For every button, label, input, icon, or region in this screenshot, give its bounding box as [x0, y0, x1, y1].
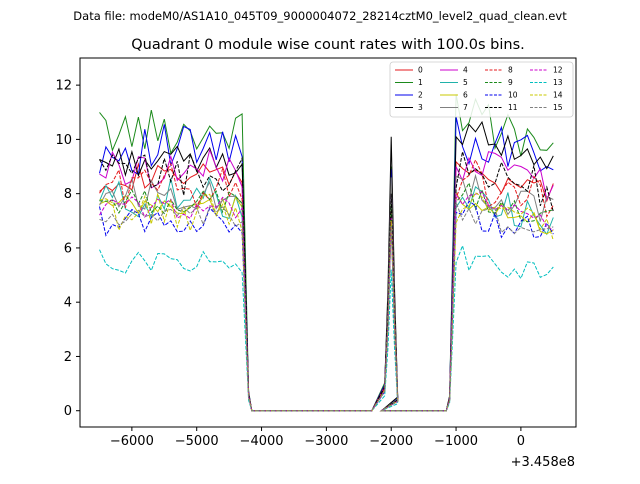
- legend-label: 5: [463, 78, 468, 87]
- legend-label: 4: [463, 66, 468, 75]
- legend-label: 7: [463, 103, 468, 112]
- series-line: [99, 116, 554, 412]
- legend-label: 14: [553, 91, 563, 100]
- y-tick-label: 8: [64, 187, 72, 202]
- y-axis: 0 2 4 6 8 10 12: [55, 79, 80, 419]
- chart-title: Quadrant 0 module wise count rates with …: [131, 37, 525, 53]
- legend-frame: [389, 61, 574, 118]
- x-tick-label: 0: [517, 434, 525, 449]
- x-axis: −6000 −5000 −4000 −3000 −2000 −1000 0: [110, 427, 525, 449]
- series-line: [99, 158, 554, 412]
- y-tick-label: 10: [55, 133, 72, 148]
- series-line: [99, 202, 554, 412]
- plot-frame: [79, 57, 577, 428]
- figure-suptitle: Data file: modeM0/AS1A10_045T09_90000040…: [73, 9, 567, 23]
- legend-label: 9: [508, 78, 513, 87]
- legend-label: 10: [508, 91, 518, 100]
- series-line: [99, 244, 554, 412]
- legend-label: 12: [553, 66, 563, 75]
- legend-label: 1: [418, 78, 423, 87]
- series-line: [99, 191, 554, 412]
- x-offset-label: +3.458e8: [511, 455, 575, 470]
- legend-label: 11: [508, 103, 518, 112]
- legend-label: 13: [553, 78, 563, 87]
- series-line: [99, 200, 554, 412]
- legend-label: 8: [508, 66, 513, 75]
- series-line: [99, 191, 554, 412]
- x-tick-label: −6000: [110, 434, 154, 449]
- legend-label: 2: [418, 91, 423, 100]
- series-line: [99, 151, 554, 412]
- x-tick-label: −3000: [304, 434, 348, 449]
- x-tick-label: −4000: [240, 434, 284, 449]
- y-tick-label: 12: [55, 79, 72, 94]
- x-tick-label: −5000: [175, 434, 219, 449]
- series-line: [99, 181, 554, 412]
- legend-label: 6: [463, 91, 468, 100]
- series-line: [99, 176, 554, 412]
- legend-label: 15: [553, 103, 563, 112]
- legend-label: 3: [418, 103, 423, 112]
- x-tick-label: −2000: [369, 434, 413, 449]
- y-tick-label: 0: [64, 404, 72, 419]
- y-tick-label: 4: [64, 296, 72, 311]
- x-tick-label: −1000: [434, 434, 478, 449]
- series-line: [99, 190, 554, 412]
- y-tick-label: 2: [64, 350, 72, 365]
- series-line: [99, 94, 554, 412]
- series-layer: [99, 94, 554, 412]
- y-tick-label: 6: [64, 241, 72, 256]
- legend-label: 0: [418, 66, 423, 75]
